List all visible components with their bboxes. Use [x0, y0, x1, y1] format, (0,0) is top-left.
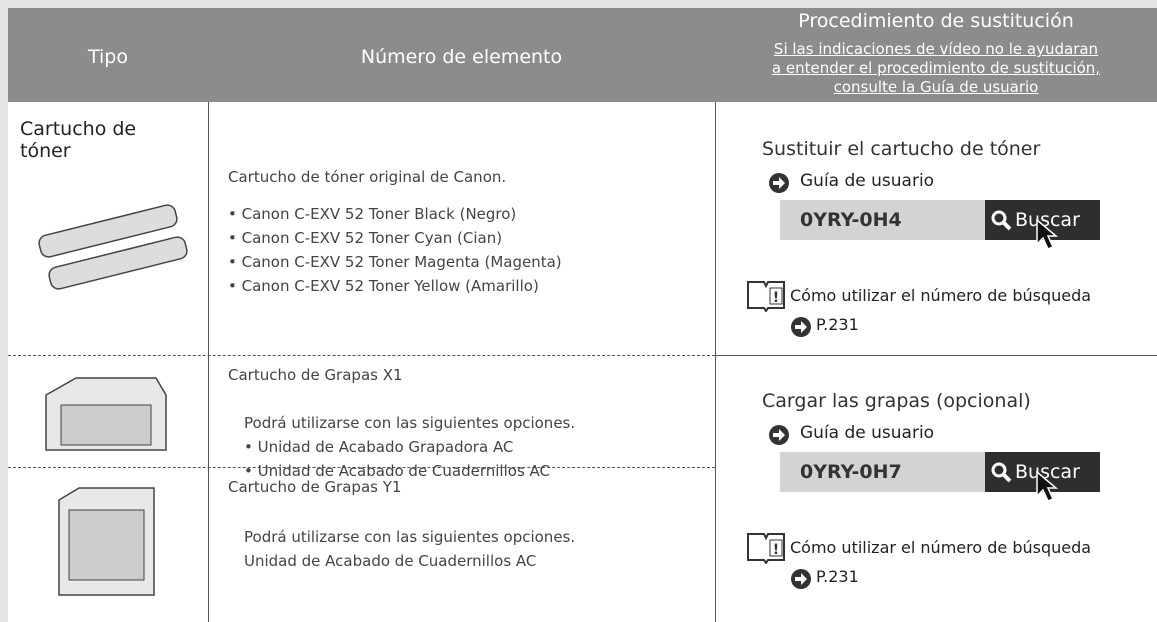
- type-label: Cartucho de tóner: [20, 118, 137, 162]
- item-bullet: • Canon C-EXV 52 Toner Black (Negro): [228, 205, 517, 223]
- svg-text:!: !: [773, 290, 779, 306]
- item-bullet: • Unidad de Acabado Grapadora AC: [244, 438, 514, 456]
- header-procedure: Procedimiento de sustitución: [798, 10, 1074, 32]
- item-note: Podrá utilizarse con las siguientes opci…: [244, 414, 576, 432]
- header-type: Tipo: [88, 46, 128, 68]
- help-link: Cómo utilizar el número de búsqueda: [790, 538, 1092, 557]
- toner-image: [38, 204, 188, 290]
- arrow-icon: [791, 569, 811, 589]
- header-bar: [8, 8, 1157, 102]
- item-bullet: • Canon C-EXV 52 Toner Magenta (Magenta): [228, 253, 562, 271]
- item: Canon C-EXV 52 Toner Magenta (Magenta): [241, 253, 562, 271]
- column-line: [208, 102, 209, 622]
- item: Canon C-EXV 52 Toner Black (Negro): [241, 205, 517, 223]
- cursor-icon: [1036, 470, 1059, 502]
- book-icon: !: [747, 533, 785, 564]
- help-link: Cómo utilizar el número de búsqueda: [790, 286, 1092, 305]
- item-title: Cartucho de tóner original de Canon.: [228, 168, 507, 186]
- item: Unidad de Acabado de Cuadernillos AC: [244, 552, 537, 570]
- column-line: [715, 102, 716, 622]
- page-ref: P.231: [816, 315, 859, 334]
- arrow-icon: [791, 317, 811, 337]
- row-line: [715, 355, 1157, 356]
- item-title: Cartucho de Grapas Y1: [228, 478, 402, 496]
- staple-y1-image: [58, 487, 155, 596]
- item-title: Cartucho de Grapas X1: [228, 366, 403, 384]
- cursor-icon: [1036, 218, 1059, 250]
- row-line: [8, 355, 715, 356]
- item-bullet: • Canon C-EXV 52 Toner Yellow (Amarillo): [228, 277, 539, 295]
- item-bullet: • Unidad de Acabado de Cuadernillos AC: [244, 462, 551, 480]
- item-bullet: • Canon C-EXV 52 Toner Cyan (Cian): [228, 229, 503, 247]
- row-line: [8, 467, 715, 468]
- item: Canon C-EXV 52 Toner Yellow (Amarillo): [241, 277, 539, 295]
- arrow-icon: [769, 173, 789, 193]
- guide-label: Guía de usuario: [800, 423, 935, 443]
- header-note: Si las indicaciones de vídeo no le ayuda…: [773, 40, 1099, 58]
- search-icon: [991, 210, 1012, 231]
- header-note: consulte la Guía de usuario: [833, 78, 1039, 96]
- top-strip: [0, 0, 1157, 8]
- page-ref: P.231: [816, 567, 859, 586]
- arrow-icon: [769, 425, 789, 445]
- procedure-title: Sustituir el cartucho de tóner: [762, 138, 1041, 160]
- search-icon: [991, 462, 1012, 483]
- item: Unidad de Acabado Grapadora AC: [257, 438, 514, 456]
- header-note: a entender el procedimiento de sustituci…: [771, 59, 1101, 77]
- search-code: 0YRY-0H7: [780, 452, 985, 492]
- search-code: 0YRY-0H4: [780, 200, 985, 240]
- book-icon: !: [747, 281, 785, 312]
- header-item: Número de elemento: [360, 46, 563, 68]
- left-strip: [0, 0, 8, 622]
- svg-text:!: !: [773, 542, 779, 558]
- procedure-title: Cargar las grapas (opcional): [762, 390, 1031, 412]
- item: Canon C-EXV 52 Toner Cyan (Cian): [241, 229, 503, 247]
- item-note: Podrá utilizarse con las siguientes opci…: [244, 528, 576, 546]
- guide-label: Guía de usuario: [800, 171, 935, 191]
- item: Unidad de Acabado de Cuadernillos AC: [257, 462, 551, 480]
- staple-x1-image: [45, 377, 167, 451]
